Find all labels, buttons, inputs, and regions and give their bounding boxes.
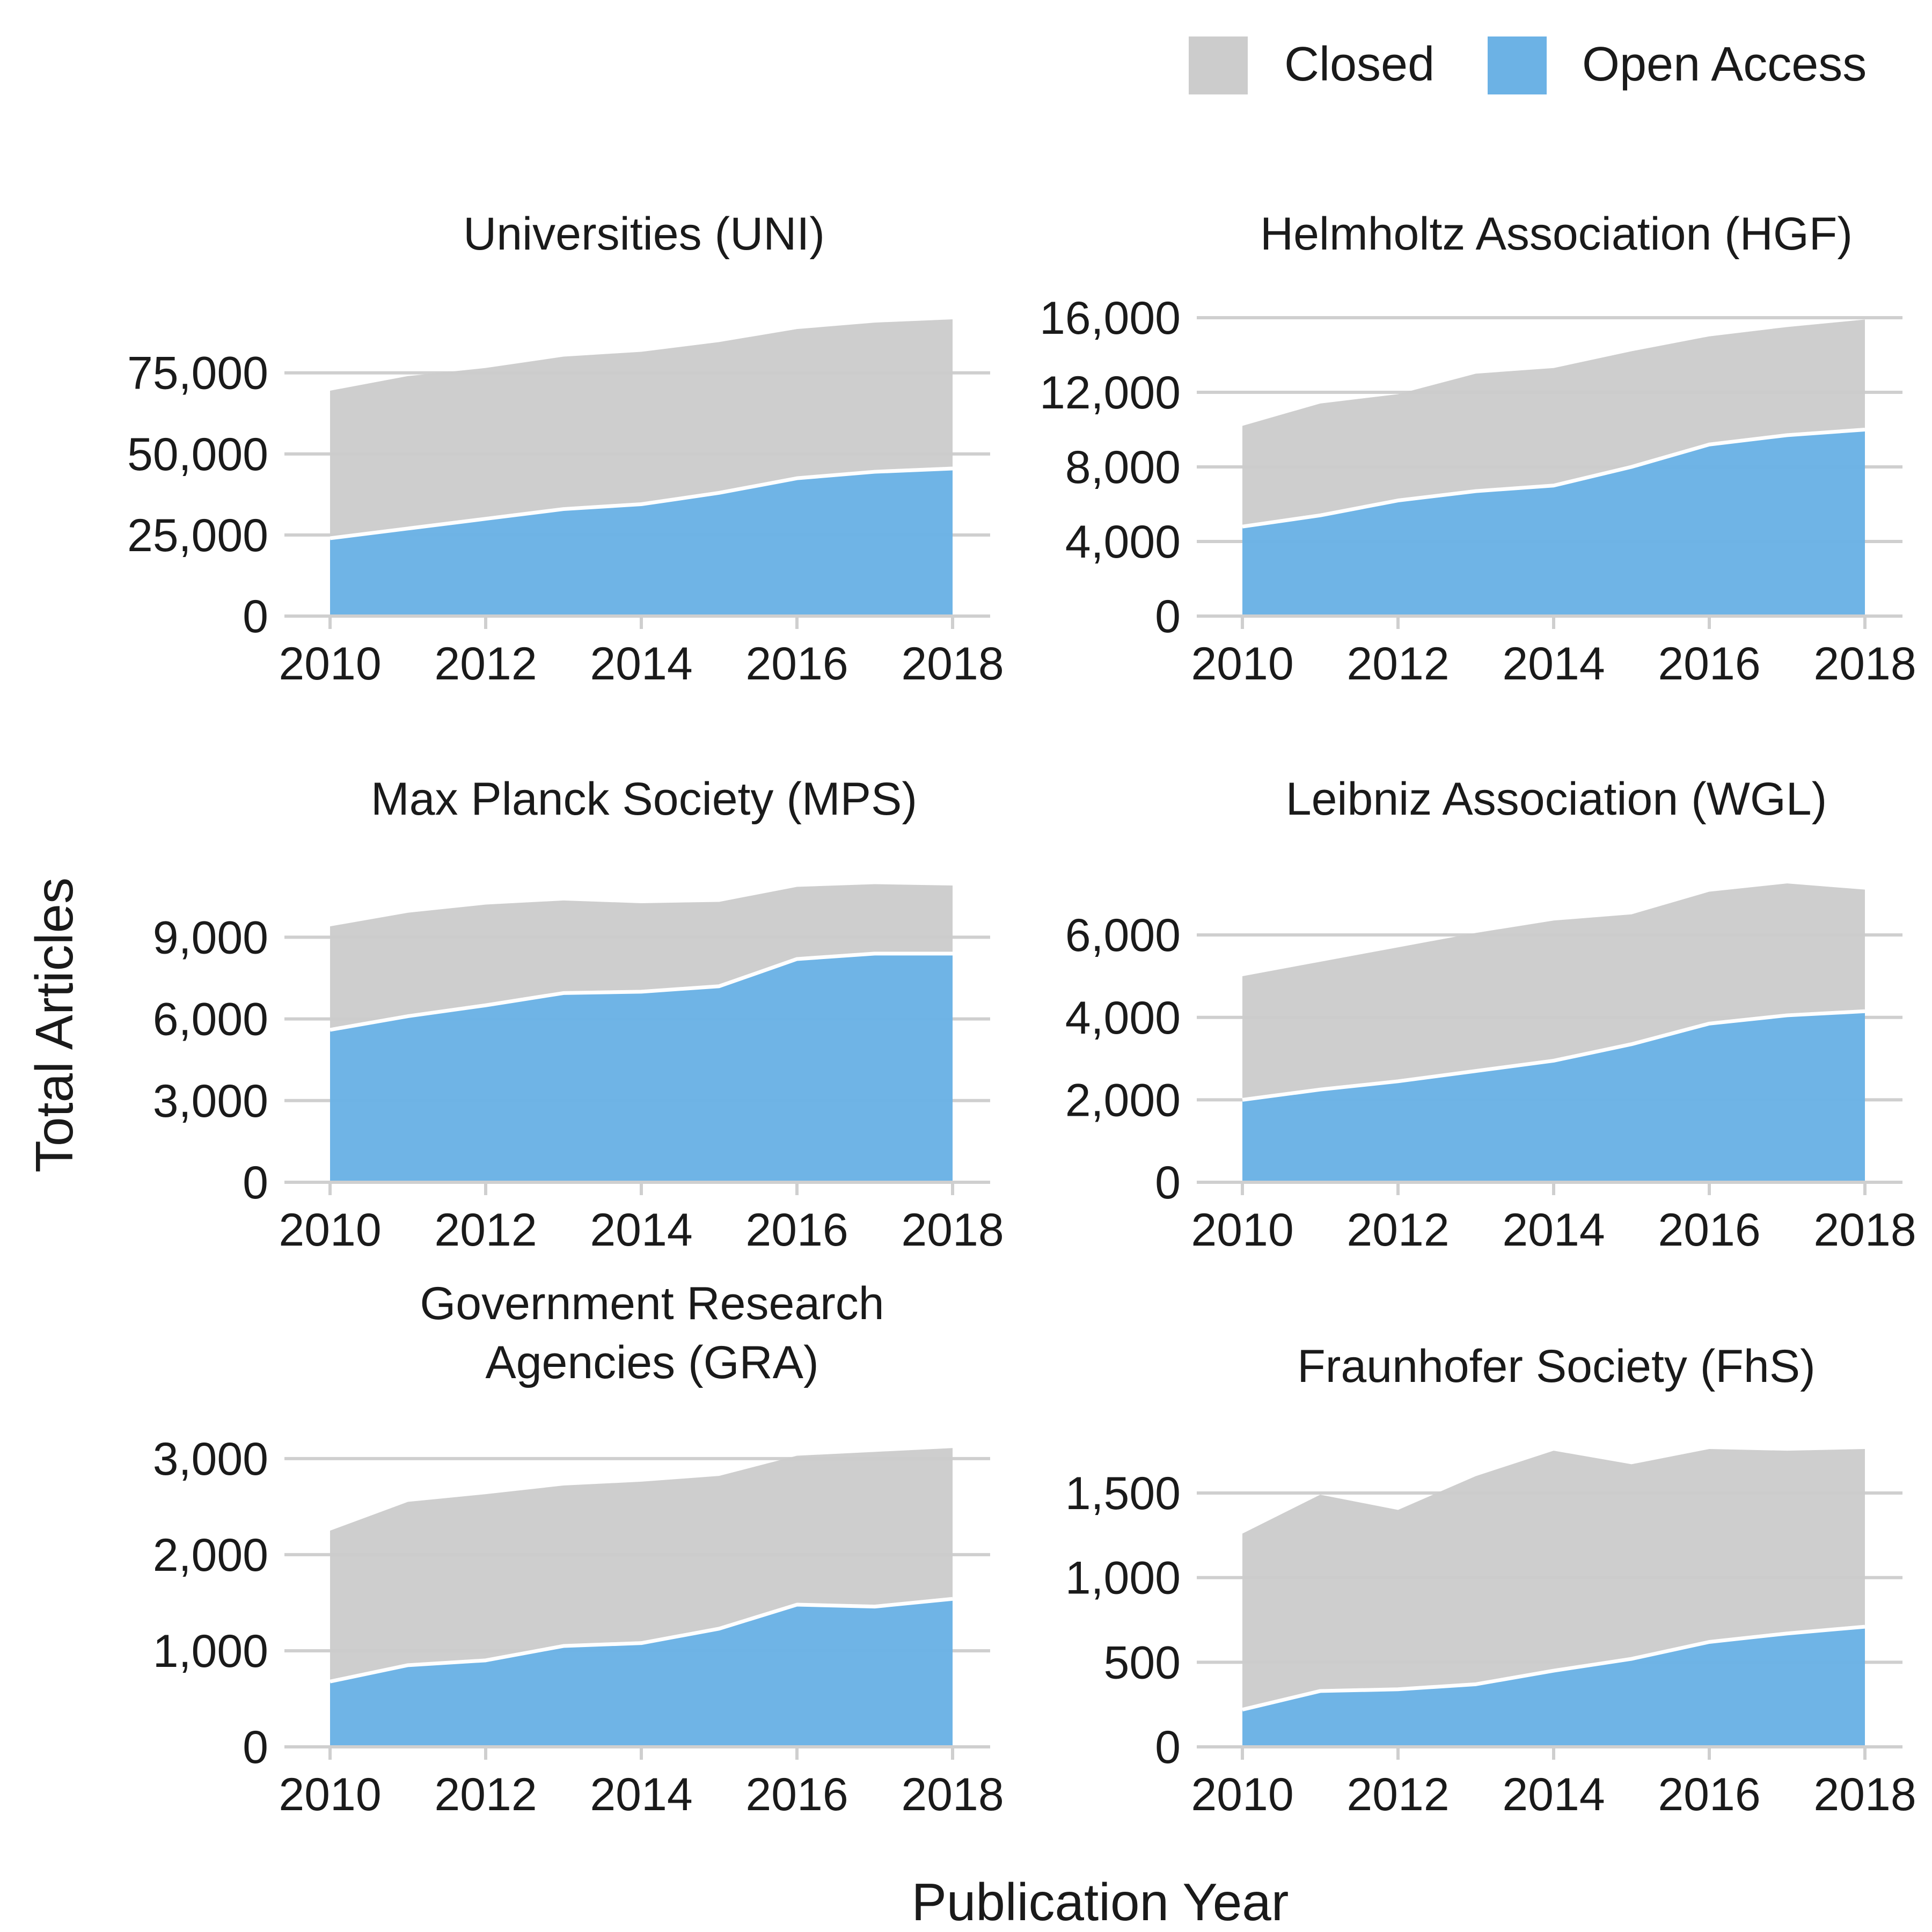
chart-panel: 0 2,000 4,000 6,000 2010 2012 2014 2016 2018 Leib… <box>1065 773 1916 1256</box>
x-tick-label: 2010 <box>1191 1769 1293 1820</box>
chart-panel: 0 1,000 2,000 3,000 2010 2012 2014 2016 2018 Gove… <box>153 1278 1004 1820</box>
x-tick-label: 2012 <box>434 1204 537 1256</box>
x-tick-label: 2014 <box>590 638 692 690</box>
area-open-access <box>330 1599 953 1747</box>
legend-swatch-closed <box>1189 36 1248 94</box>
y-tick-label: 1,500 <box>1065 1468 1181 1519</box>
legend-label-closed: Closed <box>1284 38 1435 91</box>
y-tick-label: 4,000 <box>1065 992 1181 1044</box>
x-tick-label: 2018 <box>901 1769 1004 1820</box>
legend-label-open-access: Open Access <box>1582 38 1867 91</box>
area-open-access <box>330 469 953 616</box>
y-tick-label: 0 <box>243 1722 268 1773</box>
y-tick-label: 50,000 <box>127 429 268 480</box>
x-tick-label: 2018 <box>1813 1769 1916 1820</box>
chart-panel: 0 500 1,000 1,500 2010 2012 2014 2016 2018 Fraunh… <box>1065 1341 1916 1820</box>
area-closed <box>1242 883 1865 1100</box>
series-boundary-line <box>1242 1009 1865 1102</box>
area-closed <box>330 319 953 538</box>
y-tick-label: 0 <box>243 591 268 642</box>
area-closed <box>1242 319 1865 527</box>
y-tick-label: 3,000 <box>153 1075 268 1127</box>
x-axis-title: Publication Year <box>912 1872 1289 1931</box>
y-tick-label: 2,000 <box>153 1529 268 1581</box>
y-tick-label: 0 <box>1155 591 1181 642</box>
y-tick-label: 9,000 <box>153 912 268 963</box>
x-tick-label: 2018 <box>901 1204 1004 1256</box>
x-tick-label: 2014 <box>1502 1769 1605 1820</box>
x-tick-label: 2010 <box>279 1769 381 1820</box>
x-tick-label: 2012 <box>434 1769 537 1820</box>
series-boundary-line <box>1242 1624 1865 1712</box>
y-tick-label: 6,000 <box>1065 910 1181 961</box>
chart-panels: 0 25,000 50,000 75,000 2010 2012 2014 2016 2018 U… <box>127 208 1916 1820</box>
series-boundary-line <box>330 952 953 1032</box>
x-tick-label: 2016 <box>1658 638 1760 690</box>
x-tick-label: 2012 <box>1346 638 1449 690</box>
y-tick-label: 8,000 <box>1065 442 1181 493</box>
x-tick-label: 2016 <box>745 1769 848 1820</box>
x-tick-label: 2010 <box>279 1204 381 1256</box>
panel-title: Fraunhofer Society (FhS) <box>1297 1341 1815 1392</box>
area-closed <box>330 884 953 1030</box>
chart-panel: 0 4,000 8,000 12,000 16,000 2010 2012 2014 2016 2… <box>1040 208 1916 690</box>
series-boundary-line <box>1242 427 1865 529</box>
chart-panel: 0 3,000 6,000 9,000 2010 2012 2014 2016 2018 Max … <box>153 773 1004 1256</box>
chart-panel: 0 25,000 50,000 75,000 2010 2012 2014 2016 2018 U… <box>127 208 1004 690</box>
panel-title: Max Planck Society (MPS) <box>371 773 917 825</box>
y-tick-label: 0 <box>1155 1157 1181 1209</box>
legend-swatch-open-access <box>1488 36 1547 94</box>
series-boundary-line <box>330 1597 953 1684</box>
y-tick-label: 3,000 <box>153 1433 268 1485</box>
y-tick-label: 75,000 <box>127 348 268 399</box>
x-tick-label: 2014 <box>590 1204 692 1256</box>
area-closed <box>1242 1449 1865 1710</box>
panel-title: Helmholtz Association (HGF) <box>1260 208 1853 260</box>
y-tick-label: 2,000 <box>1065 1074 1181 1126</box>
x-tick-label: 2014 <box>1502 1204 1605 1256</box>
x-tick-label: 2016 <box>745 1204 848 1256</box>
y-tick-label: 12,000 <box>1040 367 1181 419</box>
x-tick-label: 2012 <box>1346 1204 1449 1256</box>
x-tick-label: 2018 <box>1813 638 1916 690</box>
y-tick-label: 0 <box>1155 1722 1181 1773</box>
x-tick-label: 2016 <box>1658 1204 1760 1256</box>
x-tick-label: 2010 <box>1191 638 1293 690</box>
x-tick-label: 2018 <box>901 638 1004 690</box>
y-tick-label: 4,000 <box>1065 516 1181 568</box>
area-open-access <box>1242 1011 1865 1182</box>
x-tick-label: 2012 <box>434 638 537 690</box>
series-boundary-line <box>330 466 953 540</box>
legend: Closed Open Access <box>1189 36 1867 94</box>
x-tick-label: 2010 <box>279 638 381 690</box>
panel-title: Universities (UNI) <box>463 208 825 260</box>
y-tick-label: 0 <box>243 1157 268 1209</box>
x-tick-label: 2010 <box>1191 1204 1293 1256</box>
x-tick-label: 2014 <box>590 1769 692 1820</box>
y-tick-label: 6,000 <box>153 994 268 1045</box>
area-open-access <box>1242 429 1865 616</box>
area-open-access <box>330 953 953 1182</box>
panel-title: Government Research <box>420 1278 884 1329</box>
x-tick-label: 2012 <box>1346 1769 1449 1820</box>
y-tick-label: 1,000 <box>153 1626 268 1677</box>
area-closed <box>330 1448 953 1682</box>
y-tick-label: 500 <box>1104 1637 1181 1688</box>
y-axis-title: Total Articles <box>25 877 84 1173</box>
x-tick-label: 2016 <box>745 638 848 690</box>
y-tick-label: 1,000 <box>1065 1553 1181 1604</box>
x-tick-label: 2014 <box>1502 638 1605 690</box>
area-open-access <box>1242 1627 1865 1747</box>
x-tick-label: 2016 <box>1658 1769 1760 1820</box>
y-tick-label: 16,000 <box>1040 292 1181 344</box>
panel-title: Agencies (GRA) <box>485 1337 818 1388</box>
panel-title: Leibniz Association (WGL) <box>1286 773 1827 825</box>
y-tick-label: 25,000 <box>127 510 268 561</box>
x-tick-label: 2018 <box>1813 1204 1916 1256</box>
